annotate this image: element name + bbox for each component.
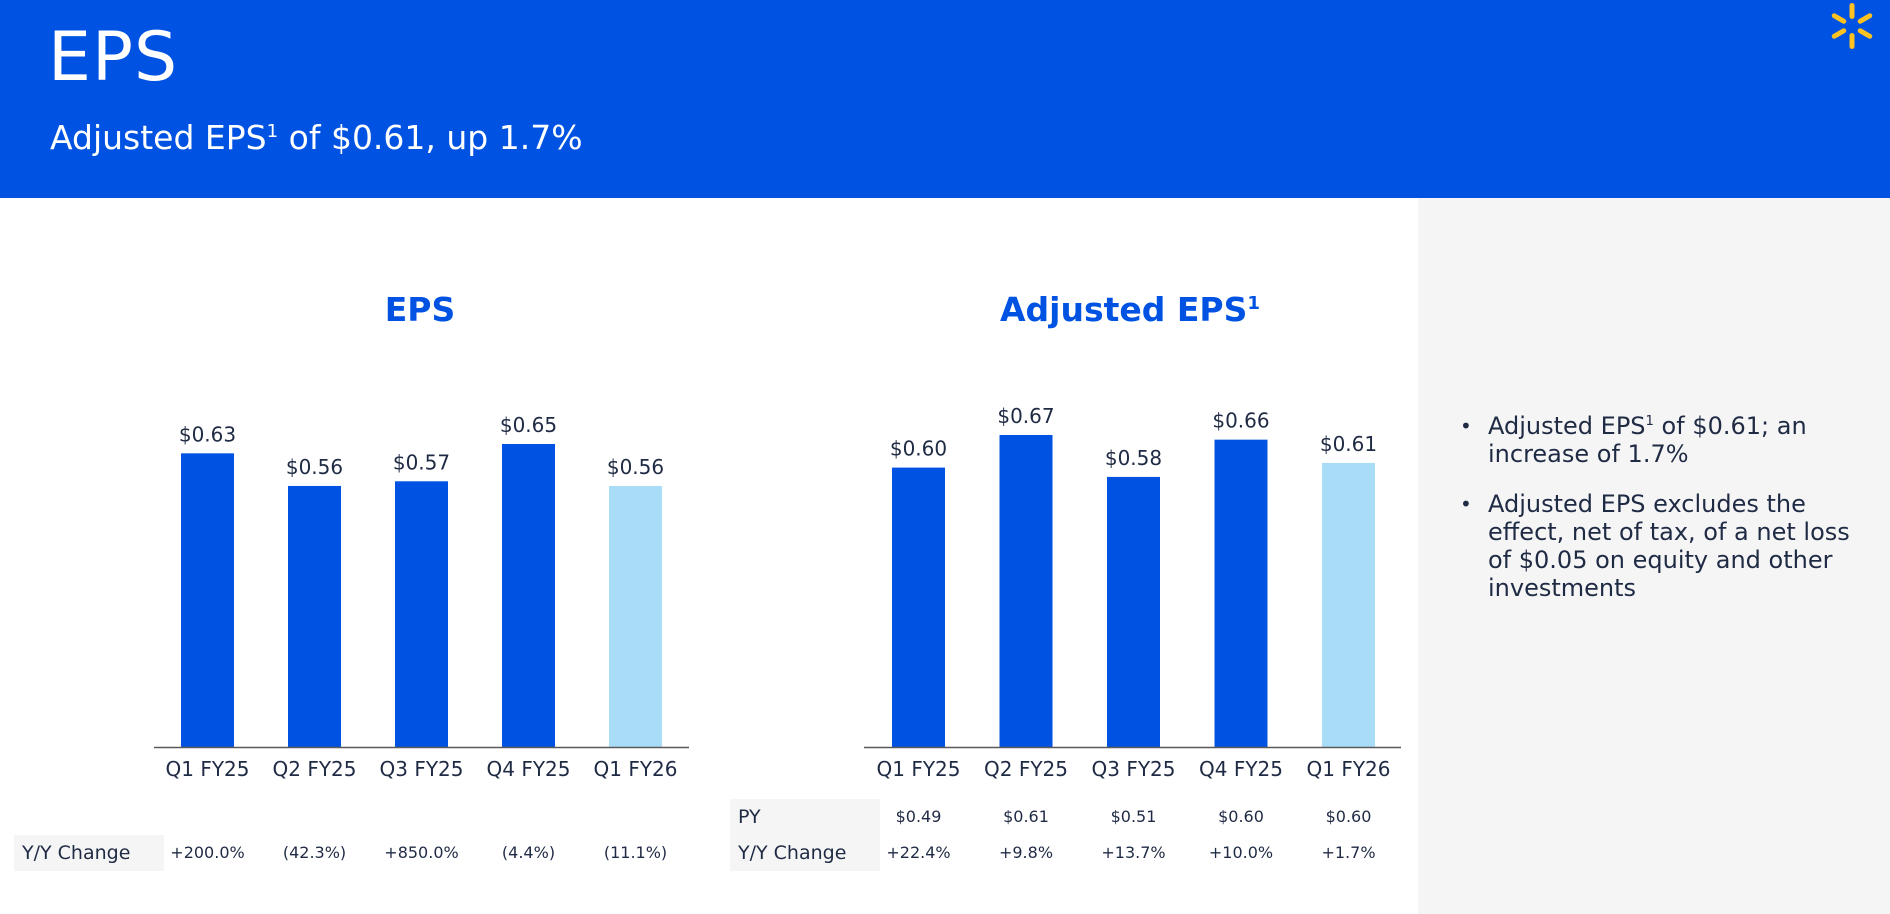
x-tick-label: Q3 FY25: [380, 757, 464, 781]
bar-value-label: $0.56: [286, 455, 343, 479]
table-row-label: PY: [730, 799, 880, 835]
subtitle-rest: of $0.61, up 1.7%: [278, 118, 583, 157]
x-tick-label: Q2 FY25: [984, 757, 1068, 781]
x-tick-label: Q1 FY25: [877, 757, 961, 781]
commentary-list: Adjusted EPS1 of $0.61; an increase of 1…: [1460, 412, 1860, 624]
table-cell: +850.0%: [384, 843, 459, 862]
bar-value-label: $0.60: [890, 437, 947, 461]
bar-q1-fy25: [181, 453, 234, 747]
bar-value-label: $0.58: [1105, 446, 1162, 470]
commentary-bullet: Adjusted EPS excludes the effect, net of…: [1460, 490, 1860, 602]
spark-icon: [1831, 3, 1873, 49]
spark-ray: [1857, 28, 1873, 39]
bar-value-label: $0.66: [1212, 409, 1269, 433]
table-cell: +10.0%: [1208, 843, 1274, 862]
bar-q3-fy25: [395, 481, 448, 747]
bar-q1-fy26: [609, 485, 662, 747]
table-cell: $0.60: [1218, 807, 1264, 826]
table-cell: $0.51: [1110, 807, 1157, 826]
bar-value-label: $0.61: [1320, 432, 1377, 456]
subtitle-main: Adjusted EPS: [50, 118, 267, 157]
table-cell: (42.3%): [282, 843, 347, 862]
x-tick-label: Q4 FY25: [1199, 757, 1283, 781]
bar-q4-fy25: [1214, 439, 1268, 747]
bar-value-label: $0.67: [997, 404, 1054, 428]
commentary-bullet: Adjusted EPS1 of $0.61; an increase of 1…: [1460, 412, 1860, 468]
table-cell: +1.7%: [1321, 843, 1376, 862]
bar-q2-fy25: [288, 485, 341, 747]
bar-q3-fy25: [1107, 476, 1160, 747]
bar-q4-fy25: [502, 444, 555, 747]
page-subtitle: Adjusted EPS1 of $0.61, up 1.7%: [50, 118, 583, 157]
bar-q1-fy26: [1322, 462, 1375, 747]
x-tick-label: Q2 FY25: [273, 757, 357, 781]
subtitle-footnote: 1: [266, 121, 279, 142]
x-tick-label: Q4 FY25: [487, 757, 571, 781]
bar-q1-fy25: [892, 467, 945, 747]
spark-ray: [1849, 33, 1855, 49]
table-cell: +200.0%: [170, 843, 245, 862]
table-cell: $0.61: [1003, 807, 1049, 826]
header-banner: EPS Adjusted EPS1 of $0.61, up 1.7%: [0, 0, 1890, 198]
table-cell: (11.1%): [603, 843, 668, 862]
x-tick-label: Q3 FY25: [1092, 757, 1176, 781]
table-cell: +13.7%: [1101, 843, 1166, 862]
bar-value-label: $0.56: [607, 455, 664, 479]
table-row-label: Y/Y Change: [14, 835, 164, 871]
table-cell: +22.4%: [886, 843, 951, 862]
bar-q2-fy25: [999, 435, 1053, 747]
commentary-panel: Adjusted EPS1 of $0.61; an increase of 1…: [1418, 198, 1890, 914]
eps-chart-title: EPS: [384, 290, 456, 329]
table-cell: $0.49: [895, 807, 942, 826]
table-cell: +9.8%: [998, 843, 1054, 862]
bar-value-label: $0.63: [179, 422, 236, 446]
spark-ray: [1831, 13, 1847, 24]
table-cell: (4.4%): [501, 843, 556, 862]
table-row-label: Y/Y Change: [730, 835, 880, 871]
table-cell: $0.60: [1325, 807, 1372, 826]
bar-value-label: $0.65: [500, 413, 557, 437]
bar-value-label: $0.57: [393, 450, 450, 474]
x-tick-label: Q1 FY25: [166, 757, 250, 781]
spark-ray: [1857, 13, 1873, 24]
adjusted-eps-chart-title: Adjusted EPS1: [1000, 290, 1260, 329]
eps-bar-charts: $0.63 Q1 FY25 $0.56 Q2 FY25 $0.57 Q3 FY25 $0.6…: [154, 404, 1401, 781]
x-tick-label: Q1 FY26: [594, 757, 678, 781]
spark-ray: [1849, 3, 1855, 19]
x-tick-label: Q1 FY26: [1307, 757, 1391, 781]
spark-ray: [1831, 28, 1847, 39]
page-title: EPS: [48, 18, 179, 97]
